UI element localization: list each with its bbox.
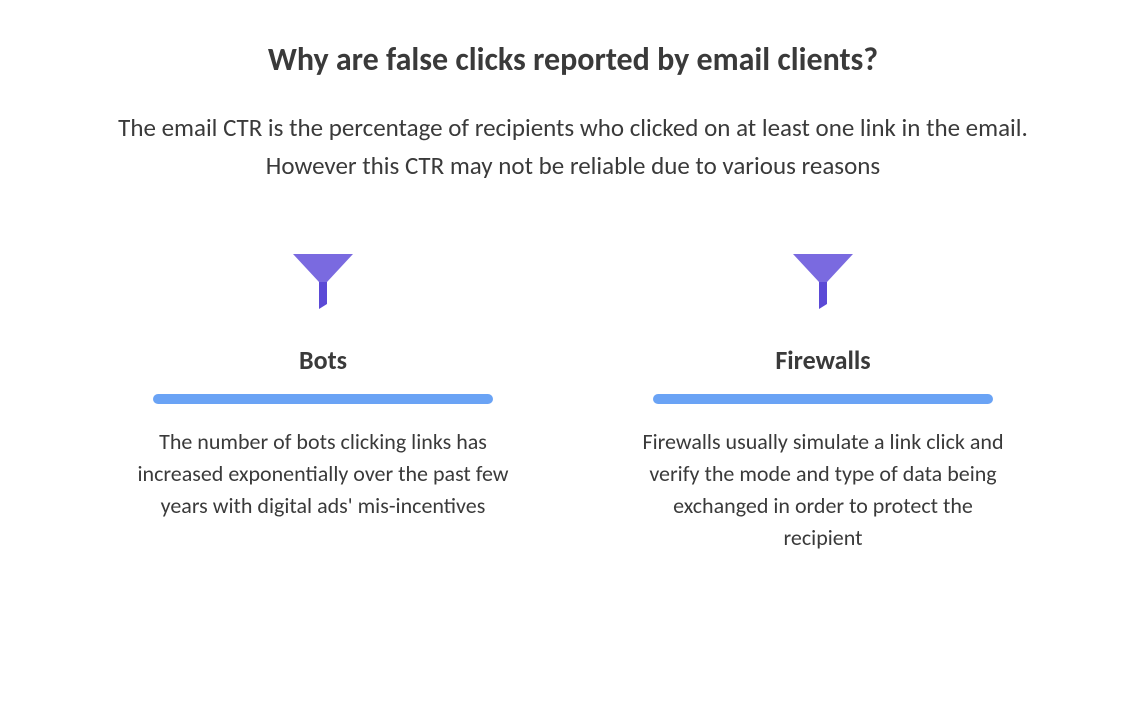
column-underline xyxy=(153,394,493,404)
funnel-stem xyxy=(319,282,327,309)
column-bots: Bots The number of bots clicking links h… xyxy=(123,254,523,554)
page-title: Why are false clicks reported by email c… xyxy=(60,40,1086,79)
page-description: The email CTR is the percentage of recip… xyxy=(113,109,1033,184)
column-title: Bots xyxy=(299,344,347,376)
funnel-top xyxy=(293,254,353,282)
funnel-top xyxy=(793,254,853,282)
column-body: Firewalls usually simulate a link click … xyxy=(633,426,1013,554)
funnel-icon xyxy=(793,254,853,314)
columns-container: Bots The number of bots clicking links h… xyxy=(60,254,1086,554)
column-underline xyxy=(653,394,993,404)
funnel-icon xyxy=(293,254,353,314)
column-firewalls: Firewalls Firewalls usually simulate a l… xyxy=(623,254,1023,554)
column-title: Firewalls xyxy=(775,344,870,376)
column-body: The number of bots clicking links has in… xyxy=(133,426,513,522)
funnel-stem xyxy=(819,282,827,309)
